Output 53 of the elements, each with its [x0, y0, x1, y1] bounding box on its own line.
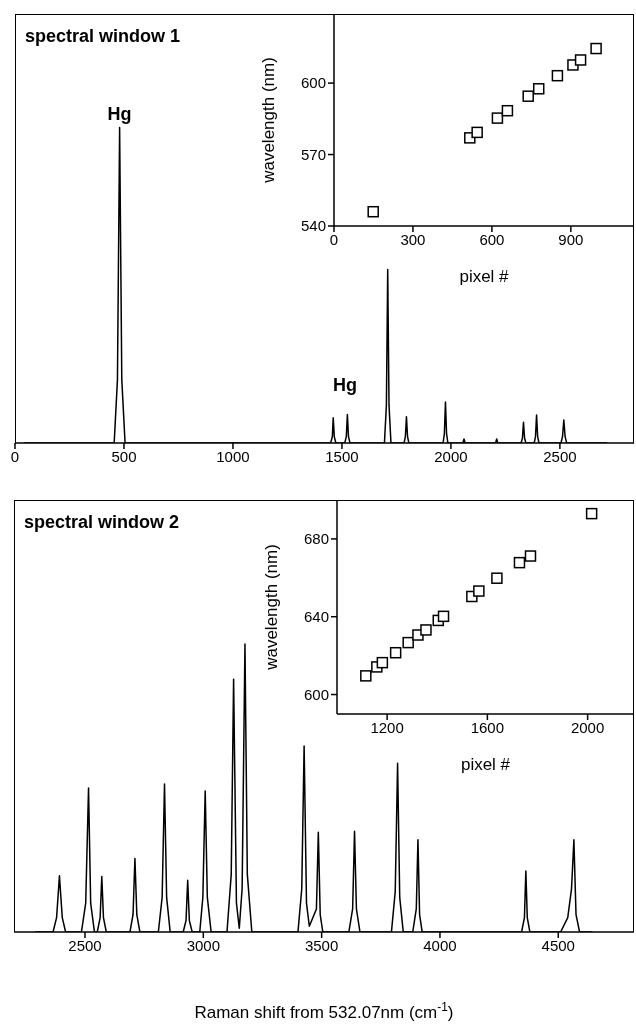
- x-tick-label: 3000: [186, 936, 220, 954]
- point: [513, 556, 526, 569]
- x-axis-title: Raman shift from 532.07nm (cm$^{-1}$): [194, 1000, 454, 1022]
- x-tick-label: 1000: [216, 447, 250, 465]
- point: [501, 104, 514, 117]
- point: [473, 585, 485, 597]
- x-tick-label: 2500: [68, 936, 102, 954]
- annotation: Hg: [333, 374, 357, 396]
- y-axis-title: wavelength (nm): [261, 544, 281, 671]
- point: [389, 646, 402, 659]
- x-tick-label: 1600: [470, 718, 505, 736]
- point: [551, 69, 564, 82]
- point: [491, 572, 503, 584]
- point: [522, 90, 534, 102]
- x-axis-title: pixel #: [460, 755, 511, 774]
- point: [360, 670, 372, 682]
- y-tick-label: 570: [300, 145, 326, 163]
- x-tick-label: 3500: [304, 936, 339, 954]
- x-tick-label: 0: [329, 230, 339, 248]
- x-tick-label: 4000: [423, 936, 457, 954]
- chart-title: spectral window 1: [25, 26, 181, 47]
- x-tick-label: 1500: [325, 447, 359, 465]
- y-tick-label: 600: [300, 74, 326, 92]
- point: [471, 126, 483, 139]
- chart-title: spectral window 2: [24, 512, 180, 533]
- x-tick-label: 600: [479, 230, 505, 248]
- x-tick-label: 500: [111, 447, 137, 465]
- x-tick-label: 300: [400, 230, 426, 248]
- y-tick-label: 640: [303, 608, 329, 626]
- point: [574, 54, 587, 66]
- point: [376, 656, 389, 669]
- x-tick-label: 0: [10, 447, 20, 465]
- point: [585, 507, 598, 520]
- x-tick-label: 2000: [570, 718, 605, 736]
- x-tick-label: 1200: [370, 718, 404, 736]
- point: [437, 610, 450, 623]
- x-tick-label: 2500: [543, 447, 577, 465]
- point: [367, 205, 379, 218]
- point: [590, 42, 602, 55]
- y-tick-label: 600: [303, 685, 329, 703]
- point: [491, 112, 504, 124]
- x-tick-label: 4500: [541, 936, 575, 954]
- y-tick-label: 540: [300, 217, 326, 235]
- annotation: Hg: [107, 103, 132, 124]
- point: [402, 636, 414, 649]
- x-tick-label: 900: [558, 230, 584, 248]
- x-tick-label: 2000: [434, 447, 468, 465]
- y-tick-label: 680: [303, 530, 329, 548]
- y-axis-title: wavelength (nm): [258, 57, 278, 184]
- point: [420, 624, 432, 636]
- point: [532, 83, 545, 95]
- point: [524, 550, 537, 562]
- x-axis-title: pixel #: [459, 267, 510, 286]
